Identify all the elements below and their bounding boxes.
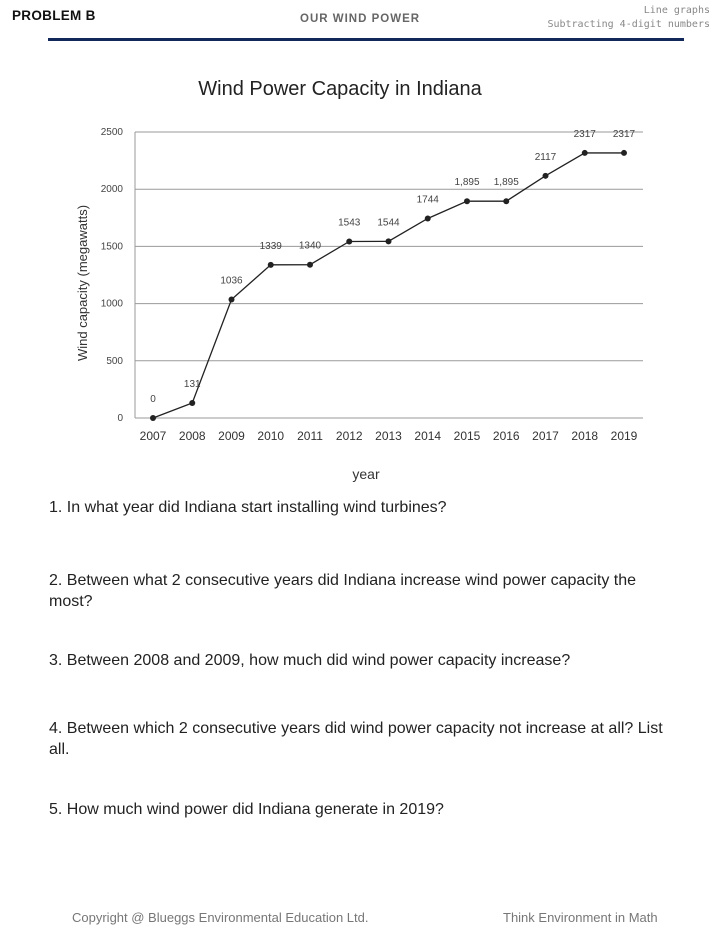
data-label: 2317 — [574, 129, 597, 140]
data-point — [503, 198, 510, 205]
question-1: 1. In what year did Indiana start instal… — [49, 499, 447, 516]
question-3: 3. Between 2008 and 2009, how much did w… — [49, 652, 571, 669]
data-point — [346, 238, 353, 245]
data-label: 2317 — [613, 129, 636, 140]
y-tick-label: 2000 — [101, 184, 124, 195]
y-tick-label: 0 — [117, 413, 123, 424]
x-tick-label: 2011 — [297, 429, 323, 443]
data-label: 131 — [184, 379, 201, 390]
skill-item: Subtracting 4-digit numbers — [547, 19, 710, 30]
data-point — [307, 261, 313, 268]
footer-tagline: Think Environment in Math — [503, 910, 658, 925]
x-tick-label: 2013 — [375, 429, 402, 443]
header-divider — [48, 38, 684, 41]
x-tick-label: 2016 — [493, 429, 520, 443]
data-label: 1,895 — [494, 177, 519, 188]
skills-list: Line graphs Subtracting 4-digit numbers — [547, 4, 710, 32]
x-tick-label: 2018 — [571, 429, 598, 443]
x-axis-title: year — [352, 466, 380, 482]
data-point — [150, 415, 156, 421]
question-5: 5. How much wind power did Indiana gener… — [49, 801, 444, 818]
x-tick-label: 2019 — [611, 429, 638, 443]
x-tick-label: 2010 — [257, 429, 284, 443]
x-tick-label: 2012 — [336, 429, 363, 443]
data-label: 1036 — [220, 275, 243, 286]
data-label: 1339 — [260, 241, 283, 252]
y-tick-label: 2500 — [101, 127, 124, 138]
copyright-text: Copyright @ Blueggs Environmental Educat… — [72, 910, 369, 925]
data-point — [621, 149, 627, 156]
chart-title: Wind Power Capacity in Indiana — [198, 78, 482, 100]
data-point — [542, 172, 549, 179]
data-label: 1544 — [377, 217, 400, 228]
data-label: 1,895 — [454, 177, 479, 188]
y-tick-label: 500 — [106, 356, 123, 367]
line-chart: 0 500 1000 1500 2000 2500 2007 2008 2009 2010 2011… — [75, 127, 643, 482]
x-tick-label: 2015 — [454, 429, 481, 443]
data-point — [581, 149, 588, 156]
y-tick-label: 1000 — [101, 299, 124, 310]
x-tick-label: 2009 — [218, 429, 245, 443]
data-label: 2117 — [535, 152, 557, 163]
data-point — [189, 400, 196, 407]
problem-label: PROBLEM B — [12, 8, 96, 23]
data-point — [424, 215, 431, 222]
y-tick-label: 1500 — [101, 241, 124, 252]
y-axis-title: Wind capacity (megawatts) — [75, 205, 90, 361]
skill-item: Line graphs — [643, 5, 710, 16]
data-label: 1543 — [338, 217, 361, 228]
data-point — [385, 238, 392, 245]
data-point — [464, 198, 470, 205]
x-tick-label: 2007 — [140, 429, 167, 443]
question-4: 4. Between which 2 consecutive years did… — [49, 720, 663, 758]
x-tick-label: 2017 — [532, 429, 559, 443]
question-2: 2. Between what 2 consecutive years did … — [49, 572, 637, 610]
x-tick-label: 2014 — [414, 429, 441, 443]
data-point — [228, 296, 235, 303]
data-label: 1340 — [299, 241, 322, 252]
data-point — [267, 261, 274, 268]
x-tick-label: 2008 — [179, 429, 206, 443]
data-label: 1744 — [417, 194, 440, 205]
data-label: 0 — [150, 394, 156, 405]
topic-title: OUR WIND POWER — [300, 13, 421, 25]
